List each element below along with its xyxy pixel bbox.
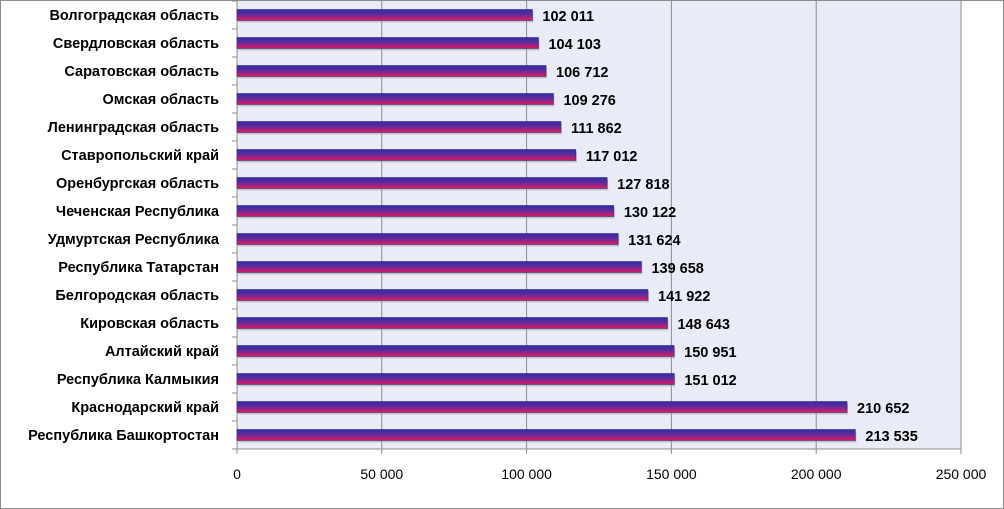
bar xyxy=(236,233,619,245)
value-label: 106 712 xyxy=(556,65,608,81)
category-label: Алтайский край xyxy=(105,344,219,360)
value-label: 102 011 xyxy=(542,9,594,25)
value-label: 131 624 xyxy=(628,233,680,249)
bar xyxy=(236,317,668,329)
category-label: Чеченская Республика xyxy=(56,204,220,220)
value-label: 127 818 xyxy=(617,177,669,193)
x-tick-label: 150 000 xyxy=(646,466,697,482)
x-tick-label: 0 xyxy=(233,466,241,482)
bar xyxy=(236,401,848,413)
value-label: 210 652 xyxy=(857,401,909,417)
bar xyxy=(236,121,562,133)
value-label: 151 012 xyxy=(684,373,736,389)
value-label: 148 643 xyxy=(677,317,729,333)
value-label: 111 862 xyxy=(571,121,622,137)
category-label: Республика Татарстан xyxy=(58,260,219,276)
bar xyxy=(236,37,539,49)
value-label: 109 276 xyxy=(563,93,615,109)
category-label: Республика Калмыкия xyxy=(57,372,219,388)
category-label: Республика Башкортостан xyxy=(28,428,219,444)
bar xyxy=(236,373,675,385)
value-label: 139 658 xyxy=(651,261,703,277)
x-tick-label: 100 000 xyxy=(501,466,552,482)
x-tick-label: 200 000 xyxy=(791,466,842,482)
category-label: Оренбургская область xyxy=(56,176,219,192)
category-label: Краснодарский край xyxy=(71,400,219,416)
category-label: Белгородская область xyxy=(55,288,219,304)
value-label: 104 103 xyxy=(548,37,600,53)
category-label: Саратовская область xyxy=(64,64,219,80)
x-tick-label: 250 000 xyxy=(936,466,987,482)
category-label: Удмуртская Республика xyxy=(48,232,220,248)
bar xyxy=(236,177,608,189)
category-label: Ставропольский край xyxy=(61,148,219,164)
bar xyxy=(236,65,547,77)
value-label: 213 535 xyxy=(865,429,917,445)
bar xyxy=(236,205,615,217)
bar xyxy=(236,289,649,301)
category-label: Омская область xyxy=(103,92,220,108)
bars xyxy=(236,9,857,443)
category-label: Волгоградская область xyxy=(49,8,219,24)
value-label: 150 951 xyxy=(684,345,736,361)
bar xyxy=(236,9,533,21)
x-tick-label: 50 000 xyxy=(360,466,403,482)
bar xyxy=(236,93,554,105)
value-label: 130 122 xyxy=(624,205,676,221)
bar xyxy=(236,429,856,441)
bar xyxy=(236,261,642,273)
value-label: 117 012 xyxy=(586,149,638,165)
labels: 0 50 000 100 000 150 000 200 000 250 000 Волго… xyxy=(28,8,986,482)
category-label: Кировская область xyxy=(80,316,219,332)
bar xyxy=(236,149,577,161)
bar xyxy=(236,345,675,357)
value-label: 141 922 xyxy=(658,289,710,305)
category-label: Свердловская область xyxy=(53,36,219,52)
category-label: Ленинградская область xyxy=(48,120,219,136)
